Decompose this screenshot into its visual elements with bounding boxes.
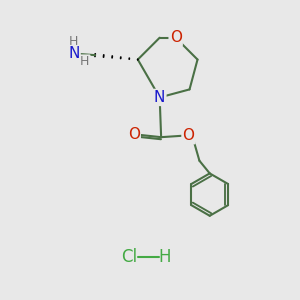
Text: H: H: [158, 248, 171, 266]
Text: O: O: [128, 127, 140, 142]
Text: O: O: [170, 30, 182, 45]
Text: H: H: [69, 35, 79, 48]
Text: N: N: [68, 46, 80, 61]
Text: O: O: [182, 128, 194, 143]
Text: H: H: [80, 56, 89, 68]
Text: Cl: Cl: [121, 248, 137, 266]
Text: N: N: [154, 90, 165, 105]
